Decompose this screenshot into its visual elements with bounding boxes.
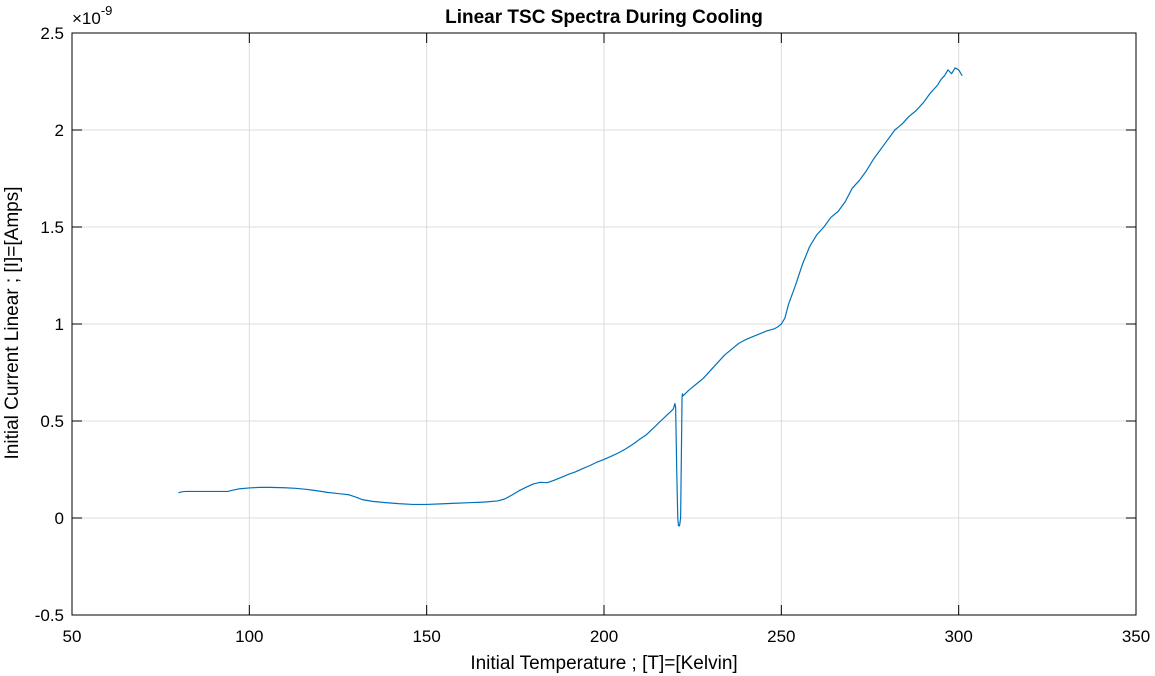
x-tick-label: 200	[590, 627, 618, 646]
tick-marks	[71, 32, 1137, 616]
x-tick-labels: 50 100 150 200 250 300 350	[63, 627, 1151, 646]
chart-title: Linear TSC Spectra During Cooling	[445, 7, 763, 28]
y-axis-exponent: ×10-9	[72, 3, 112, 28]
exponent-power: -9	[101, 3, 113, 18]
x-axis-label: Initial Temperature ; [T]=[Kelvin]	[470, 653, 737, 674]
y-tick-label: 1.5	[40, 218, 64, 237]
x-tick-label: 250	[767, 627, 795, 646]
y-tick-label: 0	[55, 509, 64, 528]
exponent-base: ×10	[72, 9, 101, 28]
series-layer	[178, 67, 963, 527]
grid-layer	[72, 33, 1136, 615]
y-tick-label: -0.5	[35, 606, 64, 625]
x-tick-label: 150	[412, 627, 440, 646]
y-tick-label: 2	[55, 121, 64, 140]
x-tick-label: 100	[235, 627, 263, 646]
x-tick-label: 50	[63, 627, 82, 646]
x-tick-label: 350	[1122, 627, 1150, 646]
series-line-0	[178, 67, 963, 527]
y-tick-label: 2.5	[40, 24, 64, 43]
y-tick-labels: -0.5 0 0.5 1 1.5 2 2.5	[35, 24, 64, 625]
x-tick-label: 300	[944, 627, 972, 646]
y-axis-label: Initial Current Linear ; [I]=[Amps]	[2, 187, 23, 460]
y-tick-label: 0.5	[40, 412, 64, 431]
y-tick-label: 1	[55, 315, 64, 334]
